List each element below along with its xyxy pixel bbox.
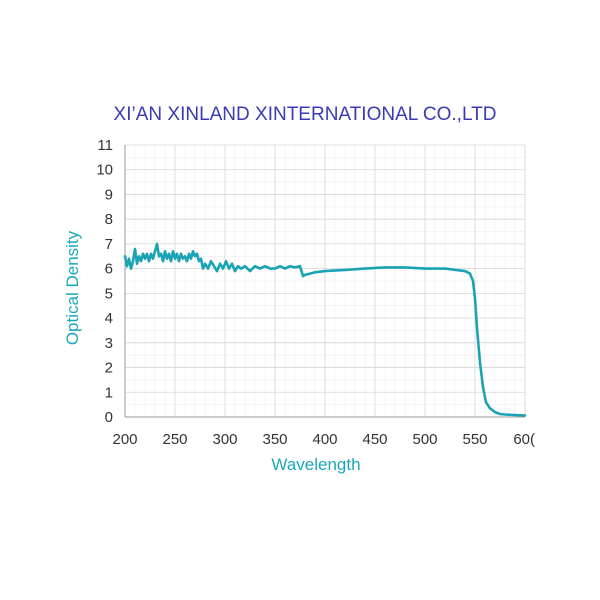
y-tick-label: 7 bbox=[105, 236, 113, 253]
x-tick-labels: 200 250 300 350 400 450 500 550 60( bbox=[112, 431, 535, 448]
y-tick-labels: 0 1 2 3 4 5 6 7 8 9 10 11 bbox=[96, 137, 113, 426]
y-tick-label: 2 bbox=[105, 360, 113, 377]
y-axis-label: Optical Density bbox=[63, 230, 82, 345]
x-tick-label: 300 bbox=[212, 431, 237, 448]
y-tick-label: 11 bbox=[97, 137, 113, 154]
x-tick-label: 250 bbox=[162, 431, 187, 448]
y-tick-label: 5 bbox=[105, 285, 113, 302]
x-tick-label: 200 bbox=[112, 431, 137, 448]
y-tick-label: 8 bbox=[105, 211, 113, 228]
optical-density-line bbox=[123, 242, 527, 417]
y-tick-label: 1 bbox=[105, 384, 113, 401]
y-tick-label: 0 bbox=[105, 409, 113, 426]
y-tick-label: 9 bbox=[105, 186, 113, 203]
x-tick-label: 450 bbox=[362, 431, 387, 448]
major-gridlines bbox=[124, 144, 526, 418]
x-tick-label: 350 bbox=[262, 431, 287, 448]
x-tick-label: 60( bbox=[513, 431, 535, 448]
x-axis-label: Wavelength bbox=[271, 455, 360, 474]
x-tick-label: 500 bbox=[412, 431, 437, 448]
chart-title: XI’AN XINLAND XINTERNATIONAL CO.,LTD bbox=[114, 104, 497, 125]
y-tick-label: 4 bbox=[105, 310, 113, 327]
x-tick-label: 400 bbox=[312, 431, 337, 448]
y-tick-label: 10 bbox=[96, 162, 113, 179]
axes bbox=[124, 145, 525, 418]
minor-gridlines bbox=[125, 145, 525, 417]
series-group bbox=[123, 242, 527, 417]
x-tick-label: 550 bbox=[462, 431, 487, 448]
y-tick-label: 3 bbox=[105, 335, 113, 352]
y-tick-label: 6 bbox=[105, 261, 113, 278]
